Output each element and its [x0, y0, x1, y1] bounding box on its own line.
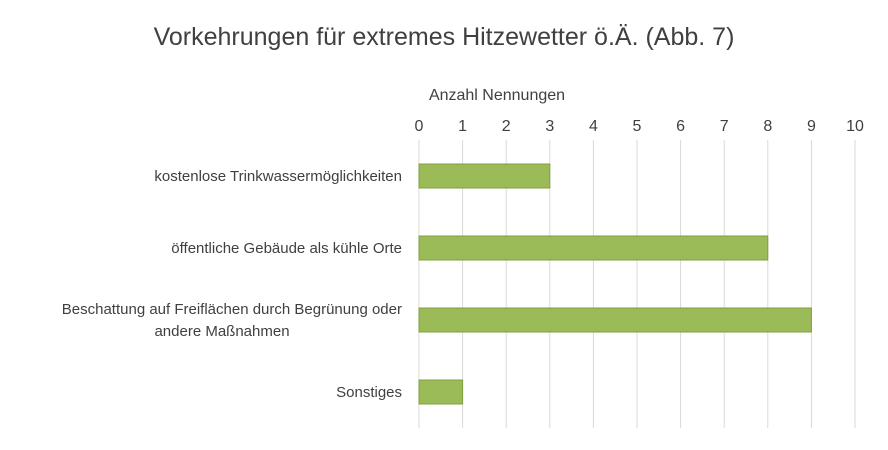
x-tick-label: 1	[458, 118, 467, 135]
bar	[418, 307, 812, 333]
category-label: öffentliche Gebäude als kühle Orte	[171, 240, 402, 257]
x-tick-label: 0	[415, 118, 424, 135]
x-tick-label: 3	[545, 118, 554, 135]
bar	[418, 235, 769, 261]
x-tick-label: 6	[676, 118, 685, 135]
category-label: Beschattung auf Freiflächen durch Begrün…	[62, 301, 402, 318]
category-label: kostenlose Trinkwassermöglichkeiten	[154, 168, 402, 185]
x-tick-label: 8	[763, 118, 772, 135]
x-tick-label: 10	[846, 118, 864, 135]
x-tick-label: 4	[589, 118, 598, 135]
bars	[418, 163, 812, 405]
x-tick-label: 5	[633, 118, 642, 135]
x-tick-labels: 0 1 2 3 4 5 6 7 8 9 10	[415, 118, 864, 135]
category-label: andere Maßnahmen	[154, 323, 289, 340]
x-tick-label: 7	[720, 118, 729, 135]
x-tick-label: 9	[807, 118, 816, 135]
x-tick-label: 2	[502, 118, 511, 135]
x-axis-title: Anzahl Nennungen	[429, 87, 565, 104]
category-label: Sonstiges	[336, 384, 402, 401]
bar	[418, 163, 551, 189]
category-labels: kostenlose Trinkwassermöglichkeiten öffen…	[62, 168, 402, 401]
chart-title: Vorkehrungen für extremes Hitzewetter ö.…	[154, 23, 735, 51]
bar	[418, 379, 464, 405]
